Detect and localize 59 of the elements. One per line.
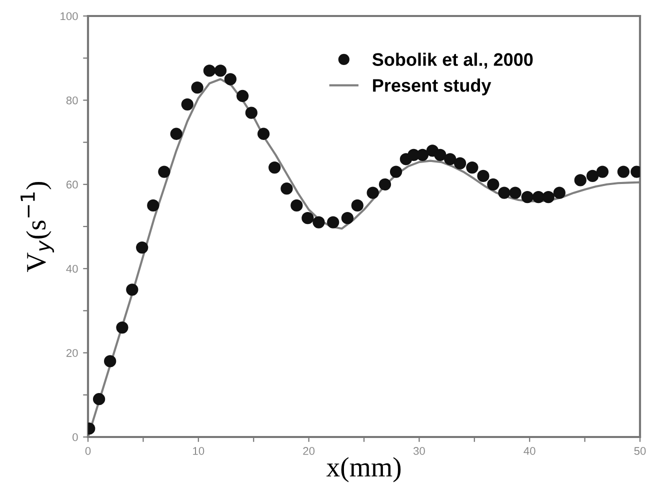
point xyxy=(92,393,106,406)
y-tick-label: 100 xyxy=(60,12,78,20)
point xyxy=(390,166,402,178)
point xyxy=(245,106,258,119)
x-tick-label: 20 xyxy=(303,447,315,455)
point xyxy=(617,166,630,178)
point xyxy=(586,170,599,182)
point xyxy=(466,161,478,174)
point xyxy=(444,153,456,166)
point xyxy=(280,182,293,195)
y-tick-label: 40 xyxy=(66,264,78,273)
x-tick-label: 40 xyxy=(524,447,536,455)
point xyxy=(454,157,466,170)
point xyxy=(434,148,446,162)
point xyxy=(224,73,236,86)
point xyxy=(596,166,609,178)
point xyxy=(378,178,392,190)
point xyxy=(147,199,160,212)
x-tick-label: 10 xyxy=(193,447,204,455)
x-tick-label: 30 xyxy=(413,447,425,455)
legend-label: Sobolik et al., 2000 xyxy=(372,52,533,69)
point xyxy=(181,98,194,110)
y-tick-label: 0 xyxy=(72,433,78,442)
point xyxy=(509,186,522,199)
point xyxy=(487,178,500,190)
legend-label: Present study xyxy=(373,78,492,96)
point xyxy=(191,81,204,94)
point xyxy=(136,241,148,254)
point xyxy=(366,186,379,199)
point xyxy=(214,64,227,77)
point xyxy=(532,190,545,204)
point xyxy=(290,199,303,212)
point xyxy=(170,128,182,140)
y-tick-label: 80 xyxy=(66,96,78,104)
point xyxy=(236,90,249,102)
point xyxy=(341,212,354,224)
x-tick-label: 50 xyxy=(634,447,646,455)
point xyxy=(574,174,586,186)
y-tick-label: 20 xyxy=(66,349,78,357)
point xyxy=(302,212,314,224)
point xyxy=(477,170,490,182)
point xyxy=(327,216,340,228)
point xyxy=(351,199,364,212)
x-axis-title: x(mm) xyxy=(326,457,401,482)
point xyxy=(257,128,270,140)
point xyxy=(312,216,325,228)
point xyxy=(521,190,534,204)
point xyxy=(542,190,554,204)
point xyxy=(553,186,566,199)
x-tick-label: 0 xyxy=(85,447,91,455)
point xyxy=(116,321,128,334)
point xyxy=(104,355,116,368)
point xyxy=(268,161,281,174)
point xyxy=(498,186,510,199)
y-axis-title: V$_{y}$(s$^{−1}$) xyxy=(20,182,54,272)
point xyxy=(126,284,138,296)
point xyxy=(158,166,170,178)
point xyxy=(203,64,216,77)
y-tick-label: 60 xyxy=(66,180,78,189)
